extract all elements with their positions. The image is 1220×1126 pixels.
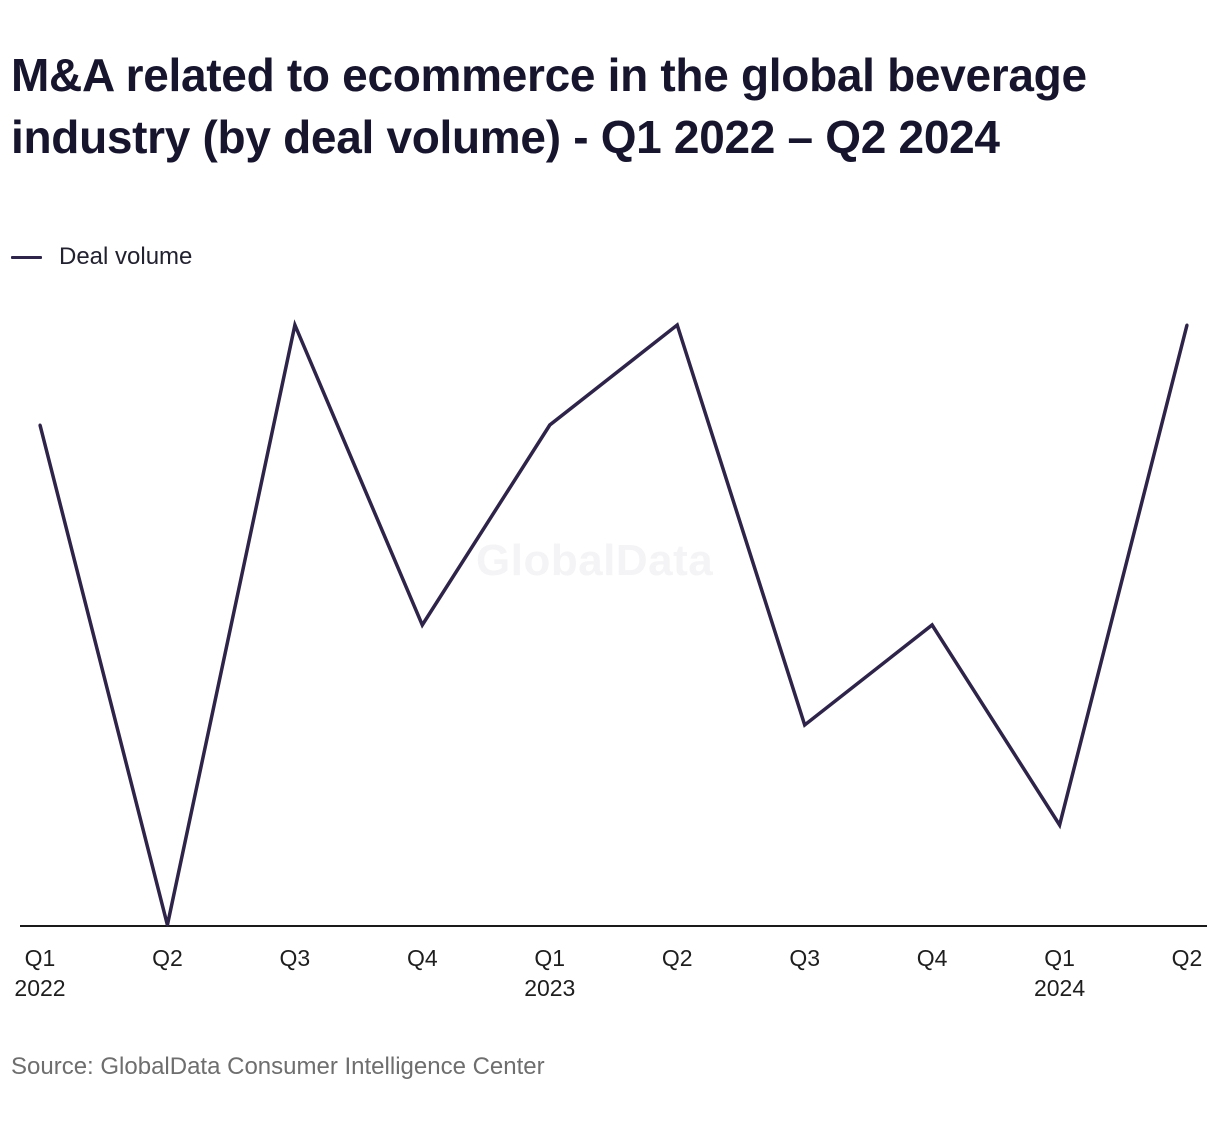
data-point-q4-2022 — [420, 623, 424, 627]
data-point-q1-2024 — [1058, 823, 1062, 827]
chart-title: M&A related to ecommerce in the global b… — [11, 49, 1087, 163]
data-point-q2-2022 — [165, 923, 169, 927]
x-tick-year-label: 2023 — [524, 975, 575, 1001]
data-point-q2-2024 — [1185, 323, 1189, 327]
watermark-logo: GlobalData — [476, 536, 714, 585]
x-tick-label: Q4 — [917, 945, 948, 971]
x-tick-label: Q1 — [1044, 945, 1075, 971]
chart-legend: Deal volume — [11, 240, 192, 274]
legend-line-swatch — [11, 255, 42, 259]
x-tick-label: Q4 — [407, 945, 438, 971]
data-point-q1-2022 — [38, 423, 42, 427]
data-point-q1-2023 — [548, 423, 552, 427]
x-tick-label: Q3 — [280, 945, 311, 971]
data-point-q3-2023 — [803, 723, 807, 727]
x-tick-label: Q2 — [662, 945, 693, 971]
x-tick-label: Q2 — [1172, 945, 1203, 971]
x-tick-label: Q2 — [152, 945, 183, 971]
source-note: Source: GlobalData Consumer Intelligence… — [11, 1053, 545, 1080]
series-line-deal-volume — [38, 319, 1189, 926]
data-point-q4-2023 — [930, 623, 934, 627]
x-tick-year-label: 2024 — [1034, 975, 1085, 1001]
x-tick-year-label: 2022 — [14, 975, 65, 1001]
x-tick-label: Q3 — [789, 945, 820, 971]
x-tick-label: Q1 — [534, 945, 565, 971]
x-tick-label: Q1 — [25, 945, 56, 971]
data-point-q2-2023 — [675, 323, 679, 327]
data-point-q3-2022 — [293, 323, 297, 327]
legend-label-deal-volume: Deal volume — [59, 243, 193, 270]
line-chart: Q1 2022 Q2 Q3 Q4 Q1 2023 Q2 Q3 Q4 Q1 2024 Q2 — [14, 319, 1207, 1001]
